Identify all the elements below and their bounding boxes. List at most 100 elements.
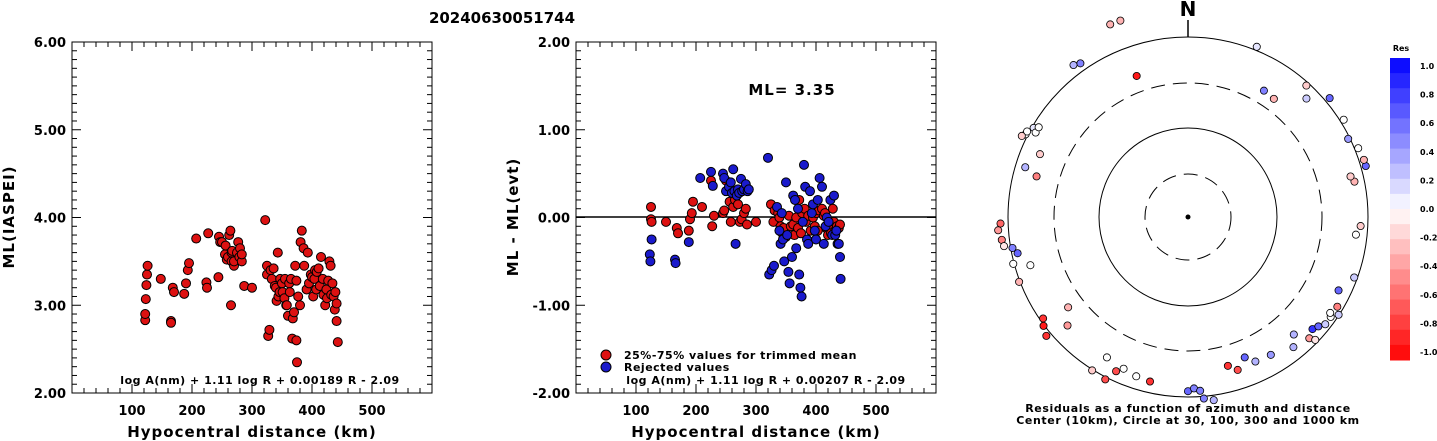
data-point-series-1 — [806, 208, 817, 219]
station-marker — [1334, 310, 1343, 319]
ml-value-label: ML= 3.35 — [748, 81, 835, 99]
data-point-series-0 — [332, 337, 343, 348]
station-marker — [1035, 150, 1044, 159]
colorbar-cell — [1390, 254, 1410, 270]
data-point-series-0 — [291, 335, 302, 346]
data-point-series-0 — [213, 272, 224, 283]
data-point-series-1 — [743, 184, 754, 195]
data-point-series-0 — [260, 215, 271, 226]
station-marker — [1325, 94, 1334, 103]
station-marker — [1289, 343, 1298, 352]
y-tick-label: 6.00 — [34, 36, 66, 51]
data-point-series-0 — [331, 298, 342, 309]
data-point-series-1 — [776, 208, 787, 219]
station-marker — [1196, 386, 1205, 395]
station-marker — [1008, 243, 1017, 252]
colorbar-cell — [1390, 133, 1410, 150]
station-marker — [1311, 335, 1320, 344]
colorbar-cell — [1390, 163, 1410, 180]
data-point-series-0 — [226, 300, 236, 311]
station-marker — [1023, 127, 1032, 136]
station-marker — [1088, 366, 1097, 375]
data-point-series-1 — [683, 237, 694, 248]
station-marker — [1302, 94, 1311, 103]
data-point-series-0 — [272, 247, 283, 258]
station-marker — [1112, 367, 1121, 376]
ring-30km — [1144, 173, 1232, 261]
x-tick-labels: 100 200 300 400 500 — [622, 404, 889, 419]
station-marker — [1017, 131, 1026, 140]
y-tick-label: 0.00 — [538, 212, 570, 227]
legend-marker-rejected — [600, 361, 612, 373]
colorbar-tick-label: -0.6 — [1420, 291, 1437, 300]
data-point-series-0 — [707, 221, 718, 232]
data-point-series-0 — [141, 280, 152, 291]
colorbar-cell — [1390, 344, 1410, 361]
x-axis-label: Hypocentral distance (km) — [127, 423, 377, 441]
data-point-series-1 — [769, 260, 779, 271]
colorbar-cell — [1390, 284, 1410, 301]
data-point-series-0 — [719, 205, 730, 216]
station-marker — [1266, 350, 1275, 359]
colorbar-tick-label: -0.4 — [1420, 262, 1437, 271]
data-point-series-1 — [829, 190, 839, 201]
data-point-series-1 — [799, 159, 809, 170]
data-point-series-0 — [683, 225, 694, 236]
station-marker — [1026, 261, 1035, 270]
data-point-series-0 — [709, 210, 719, 221]
data-point-series-0 — [299, 260, 310, 271]
station-marker — [1252, 42, 1261, 51]
data-point-series-0 — [284, 287, 295, 298]
station-marker — [994, 226, 1003, 235]
data-point-series-0 — [142, 269, 152, 280]
station-marker — [1132, 372, 1141, 381]
data-point-series-1 — [814, 173, 825, 184]
legend-label-rejected: Rejected values — [624, 361, 730, 374]
data-point-series-0 — [220, 240, 231, 251]
colorbar-labels: 1.0 0.8 0.6 0.4 0.2 0.0 -0.2 -0.4 -0.6 -0.8 -1.0 — [1420, 62, 1437, 357]
station-marker — [1119, 364, 1128, 373]
colorbar-cell — [1390, 178, 1410, 195]
station-marker — [1076, 59, 1085, 68]
y-axis-label: ML(IASPEI) — [0, 165, 18, 268]
data-point-series-0 — [191, 233, 202, 244]
data-point-series-0 — [646, 216, 657, 227]
y-tick-labels: -2.00 -1.00 0.00 1.00 2.00 — [533, 36, 570, 402]
station-marker — [1106, 20, 1115, 29]
x-tick-label: 500 — [358, 404, 385, 419]
data-point-series-1 — [728, 164, 739, 175]
data-point-series-0 — [292, 357, 302, 368]
station-marker — [1032, 172, 1041, 181]
data-point-series-1 — [818, 238, 829, 249]
data-point-series-1 — [803, 238, 814, 249]
colorbar-cell — [1390, 88, 1410, 104]
data-point-series-1 — [793, 203, 803, 214]
station-marker — [1021, 163, 1030, 172]
colorbar-cell — [1390, 103, 1410, 119]
x-tick-label: 200 — [682, 404, 709, 419]
station-marker — [1209, 396, 1218, 405]
legend-marker-trimmed — [600, 349, 612, 361]
station-marker — [1314, 322, 1323, 331]
x-tick-label: 100 — [118, 404, 145, 419]
colorbar-cell — [1390, 209, 1410, 225]
y-axis-label: ML - ML(evt) — [504, 158, 522, 276]
station-marker — [1251, 357, 1260, 366]
caption-line-2: Center (10km), Circle at 30, 100, 300 an… — [1016, 414, 1360, 427]
station-marker — [1302, 81, 1311, 90]
north-label: N — [1180, 0, 1197, 21]
panel-residual-map: N Residuals as a function of azimuth and… — [994, 0, 1437, 427]
data-point-series-0 — [179, 288, 190, 299]
data-point-series-0 — [290, 260, 301, 271]
data-point-series-0 — [225, 225, 236, 236]
station-marker — [1042, 331, 1051, 340]
data-point-series-1 — [725, 177, 736, 188]
plot-frame — [71, 41, 433, 394]
data-point-series-1 — [781, 177, 791, 188]
data-point-series-0 — [796, 228, 806, 239]
data-point-series-1 — [787, 251, 797, 262]
station-marker — [1233, 365, 1242, 374]
data-point-series-1 — [794, 269, 805, 280]
y-tick-labels: 2.00 3.00 4.00 5.00 6.00 — [34, 36, 66, 402]
data-point-series-0 — [247, 282, 257, 293]
